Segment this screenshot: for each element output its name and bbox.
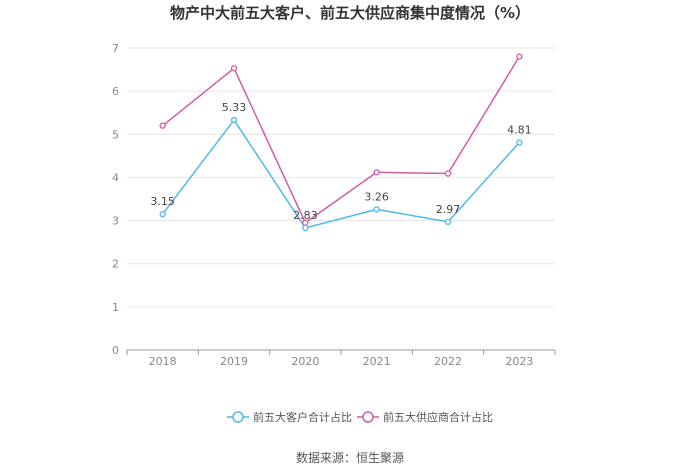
data-labels: 3.15 5.33 2.83 3.26 2.97 4.81	[150, 101, 531, 222]
data-point	[373, 169, 380, 176]
data-label: 2.83	[293, 209, 318, 222]
data-point	[159, 122, 166, 129]
chart-title: 物产中大前五大客户、前五大供应商集中度情况（%）	[169, 4, 531, 22]
data-point	[373, 206, 380, 213]
legend-marker	[232, 411, 244, 423]
x-tick-label: 2021	[363, 355, 391, 368]
data-label: 4.81	[507, 123, 532, 136]
y-tick-label: 1	[112, 301, 119, 314]
data-label: 3.26	[364, 190, 389, 203]
x-tick-label: 2023	[505, 355, 533, 368]
y-tick-label: 6	[112, 85, 119, 98]
x-tick-label: 2022	[434, 355, 462, 368]
x-tick-label: 2019	[220, 355, 248, 368]
legend-label: 前五大客户合计占比	[253, 410, 352, 424]
data-point	[444, 218, 452, 226]
x-tick-label: 2018	[149, 355, 177, 368]
legend-marker	[362, 411, 374, 423]
series-lines	[162, 56, 520, 229]
y-tick-label: 2	[112, 258, 119, 271]
data-label: 2.97	[436, 203, 461, 216]
data-label: 3.15	[150, 195, 175, 208]
data-point	[159, 210, 166, 218]
data-point	[230, 116, 238, 124]
series-line	[162, 118, 520, 229]
data-point	[516, 53, 523, 60]
x-tick-label: 2020	[291, 355, 319, 368]
data-point	[230, 65, 238, 72]
data-label: 5.33	[222, 101, 247, 114]
y-tick-label: 7	[112, 42, 119, 55]
data-point	[444, 170, 452, 177]
data-points	[159, 53, 523, 232]
y-tick-label: 4	[112, 171, 119, 184]
series-line	[162, 56, 520, 224]
grid-lines	[127, 47, 555, 308]
data-point	[516, 139, 523, 146]
y-tick-label: 5	[112, 128, 119, 141]
data-point	[302, 224, 309, 232]
legend-label: 前五大供应商合计占比	[383, 410, 493, 424]
data-source: 数据来源：恒生聚源	[295, 451, 404, 465]
y-tick-label: 0	[112, 344, 119, 357]
y-tick-label: 3	[112, 215, 119, 228]
legend: 前五大客户合计占比 前五大供应商合计占比	[227, 410, 493, 424]
axes: 0 1 2 3 4 5 6 7 2018 2019 2020 2021 2022 2023	[112, 42, 556, 368]
